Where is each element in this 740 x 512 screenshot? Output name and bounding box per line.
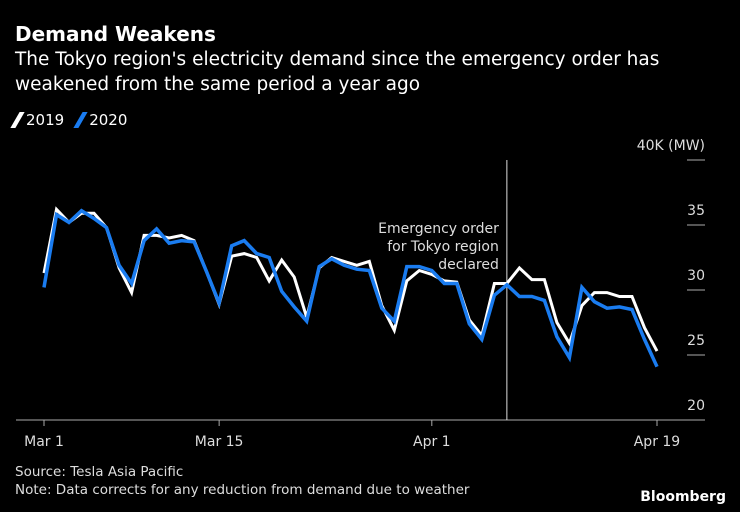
legend: 2019 2020: [10, 111, 128, 129]
y-tick-label: 40K (MW): [637, 138, 705, 154]
chart-subtitle: The Tokyo region's electricity demand si…: [15, 49, 660, 95]
y-tick-label: 35: [687, 203, 705, 219]
y-tick-label: 20: [687, 398, 705, 414]
data-note: Note: Data corrects for any reduction fr…: [15, 482, 470, 498]
x-tick-label: Apr 19: [634, 434, 680, 450]
footer: Source: Tesla Asia Pacific Note: Data co…: [15, 463, 469, 499]
y-tick-label: 30: [687, 268, 705, 284]
annotation-text: Emergency order: [378, 221, 499, 237]
series-line-2020: [42, 208, 659, 368]
x-tick-label: Apr 1: [413, 434, 451, 450]
legend-item-2019: 2019: [10, 111, 65, 129]
x-tick-label: Mar 15: [195, 434, 244, 450]
chart-title: Demand Weakens: [15, 22, 216, 46]
legend-label-2019: 2019: [26, 111, 65, 129]
bloomberg-logo: Bloomberg: [640, 489, 726, 505]
source-note: Source: Tesla Asia Pacific: [15, 464, 184, 480]
annotation-text: for Tokyo region: [387, 239, 499, 255]
legend-label-2020: 2020: [89, 111, 128, 129]
y-tick-label: 25: [687, 333, 705, 349]
legend-item-2020: 2020: [73, 111, 128, 129]
series-line-2019: [42, 206, 659, 352]
annotation-text: declared: [438, 257, 499, 273]
x-tick-label: Mar 1: [24, 434, 64, 450]
